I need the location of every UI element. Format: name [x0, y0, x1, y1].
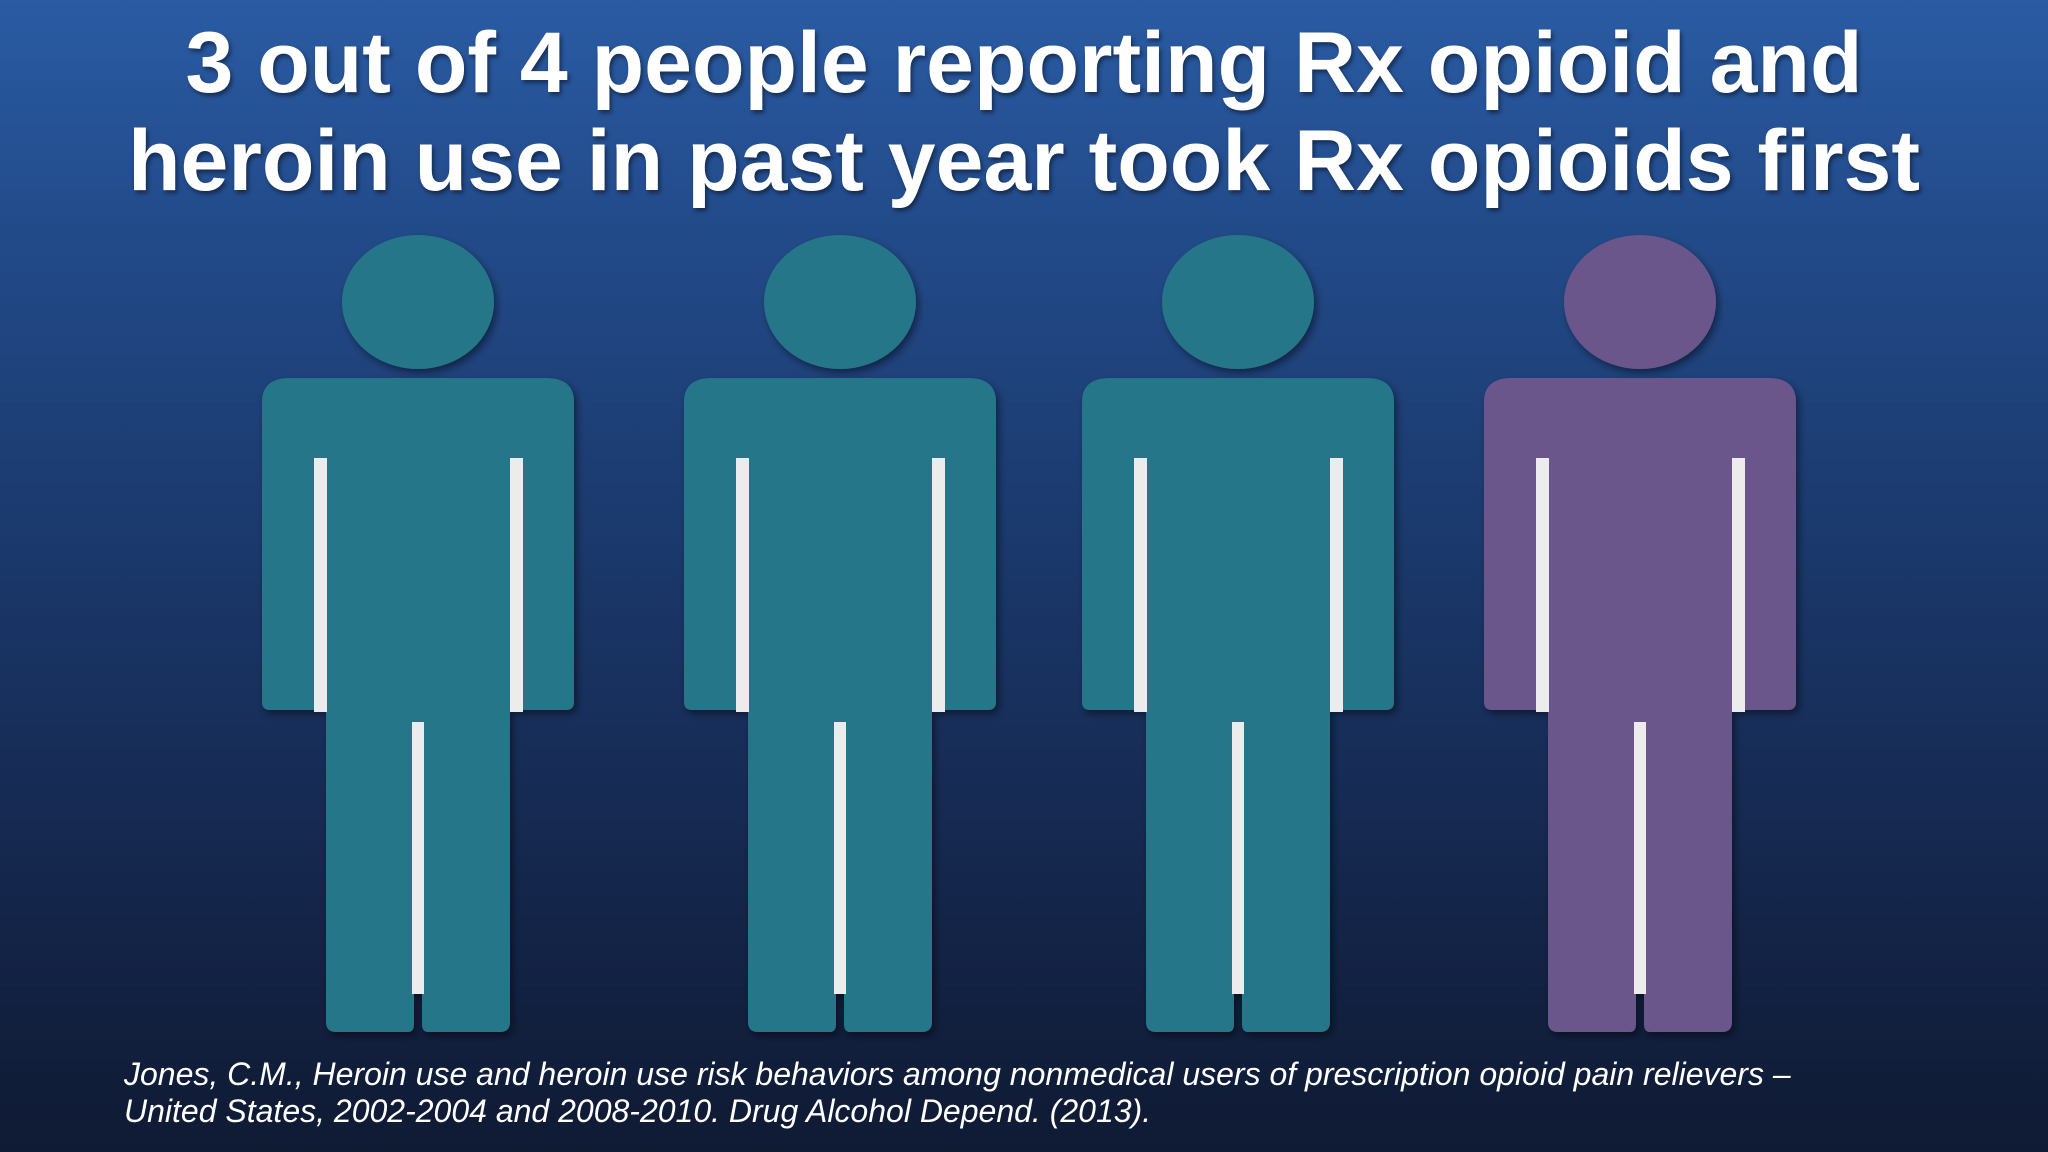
person-icon	[684, 235, 996, 1032]
person-icon	[262, 235, 574, 1032]
slide-title: 3 out of 4 people reporting Rx opioid an…	[0, 14, 2048, 210]
citation-line-2: United States, 2002-2004 and 2008-2010. …	[124, 1093, 1152, 1129]
person-icon	[1082, 235, 1394, 1032]
title-line-2: heroin use in past year took Rx opioids …	[127, 113, 1921, 209]
citation-line-1: Jones, C.M., Heroin use and heroin use r…	[124, 1056, 1791, 1092]
citation: Jones, C.M., Heroin use and heroin use r…	[124, 1056, 1984, 1130]
person-icon	[1484, 235, 1796, 1032]
title-line-1: 3 out of 4 people reporting Rx opioid an…	[185, 15, 1863, 111]
